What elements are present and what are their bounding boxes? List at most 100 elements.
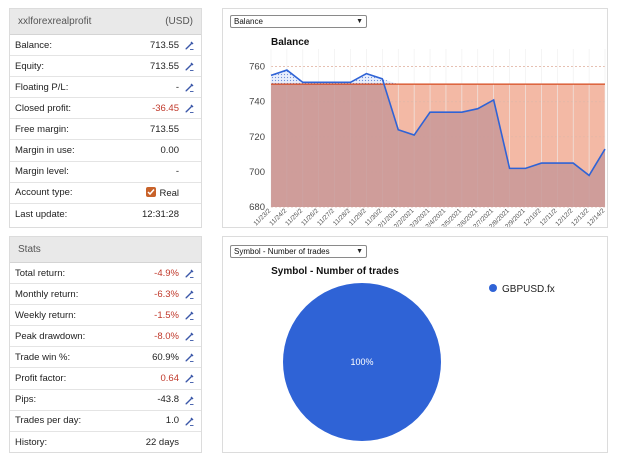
account-currency: (USD) xyxy=(165,16,193,27)
account-row-label: Balance: xyxy=(15,39,52,51)
real-account-checkbox xyxy=(146,186,157,197)
account-row-label: Equity: xyxy=(15,60,45,72)
stats-row: Profit factor: 0.64 xyxy=(10,368,201,390)
stats-row-label: Peak drawdown: xyxy=(15,330,86,342)
account-row-value: - xyxy=(175,166,179,178)
stats-row-label: Trade win %: xyxy=(15,351,71,363)
edit-pencil-icon[interactable] xyxy=(184,103,195,114)
stats-title: Stats xyxy=(18,244,41,255)
edit-pencil-icon[interactable] xyxy=(184,40,195,51)
pie-title: Symbol - Number of trades xyxy=(271,266,399,277)
stats-row: Total return: -4.9% xyxy=(10,263,201,285)
stats-row: Trades per day: 1.0 xyxy=(10,411,201,432)
stats-panel: Stats Total return: -4.9% Monthly return: -… xyxy=(9,236,202,453)
balance-chart: 680700720740760Balance11/23/211/24/211/2… xyxy=(249,37,607,227)
chevron-down-icon: ▼ xyxy=(356,18,363,25)
stats-row-value: -4.9% xyxy=(154,267,179,279)
stats-row: Pips: -43.8 xyxy=(10,390,201,411)
balance-chart-select-value: Balance xyxy=(234,17,263,26)
account-row-value: - xyxy=(175,81,179,93)
stats-row: Peak drawdown: -8.0% xyxy=(10,326,201,348)
stats-row-value: -6.3% xyxy=(154,288,179,300)
account-row-value: 713.55 xyxy=(149,123,179,135)
edit-pencil-icon[interactable] xyxy=(184,352,195,363)
y-tick-label: 720 xyxy=(249,132,265,143)
account-row-label: Free margin: xyxy=(15,123,69,135)
stats-row-label: Total return: xyxy=(15,267,66,279)
account-type-text: Real xyxy=(159,187,179,199)
stats-row-value: 1.0 xyxy=(165,415,179,427)
stats-row-label: Monthly return: xyxy=(15,288,79,300)
account-row-value: -36.45 xyxy=(152,102,179,114)
y-tick-label: 700 xyxy=(249,167,265,178)
account-row-value: 713.55 xyxy=(149,60,179,72)
stats-row-label: Trades per day: xyxy=(15,415,82,427)
account-row-label: Margin in use: xyxy=(15,145,75,157)
edit-pencil-icon[interactable] xyxy=(184,310,195,321)
edit-pencil-icon[interactable] xyxy=(184,416,195,427)
x-tick-label: 12/14/2 xyxy=(586,207,607,227)
pie-chart-select-value: Symbol - Number of trades xyxy=(234,247,330,256)
stats-row-value: -1.5% xyxy=(154,309,179,321)
stats-row: History: 22 days xyxy=(10,432,201,453)
edit-pencil-icon[interactable] xyxy=(184,289,195,300)
chevron-down-icon: ▼ xyxy=(356,248,363,255)
stats-row-label: History: xyxy=(15,436,48,448)
chart-title: Balance xyxy=(271,37,310,48)
balance-area xyxy=(271,70,605,207)
account-row: Margin level: - xyxy=(10,162,201,183)
y-tick-label: 740 xyxy=(249,97,265,108)
account-row: Margin in use: 0.00 xyxy=(10,140,201,162)
stats-row-value: 0.64 xyxy=(160,373,180,385)
account-row-label: Last update: xyxy=(15,208,68,220)
balance-chart-panel: Balance ▼ 680 700 720 740 760 Balance 11/23/2 1… xyxy=(222,8,608,228)
pie-chart-panel: Symbol - Number of trades ▼ Symbol - Num… xyxy=(222,236,608,453)
legend-marker xyxy=(489,284,497,292)
legend-label: GBPUSD.fx xyxy=(502,284,555,295)
edit-pencil-icon[interactable] xyxy=(184,61,195,72)
pie-slice xyxy=(283,283,441,441)
y-tick-label: 680 xyxy=(249,202,265,213)
pie-chart-select[interactable]: Symbol - Number of trades ▼ xyxy=(230,245,367,258)
account-rows: Balance: 713.55 Equity: 713.55 Floating P/L:… xyxy=(10,35,201,225)
stats-row-label: Profit factor: xyxy=(15,373,67,385)
account-row: Floating P/L: - xyxy=(10,77,201,99)
edit-pencil-icon[interactable] xyxy=(184,395,195,406)
edit-pencil-icon[interactable] xyxy=(184,331,195,342)
stats-header: Stats xyxy=(10,237,201,263)
account-row-value: 0.00 xyxy=(160,145,180,157)
stats-rows: Total return: -4.9% Monthly return: -6.3% We… xyxy=(10,263,201,453)
edit-pencil-icon[interactable] xyxy=(184,82,195,93)
account-row-value: Real xyxy=(146,186,179,199)
account-name: xxlforexrealprofit xyxy=(18,16,92,27)
account-row-value: 12:31:28 xyxy=(142,208,179,220)
account-panel: xxlforexrealprofit (USD) Balance: 713.55 E… xyxy=(9,8,202,228)
balance-line xyxy=(270,69,606,177)
stats-row: Weekly return: -1.5% xyxy=(10,305,201,327)
account-row: Last update: 12:31:28 xyxy=(10,204,201,225)
account-row: Account type: Real xyxy=(10,183,201,204)
account-row: Equity: 713.55 xyxy=(10,56,201,78)
stats-row-value: 60.9% xyxy=(152,351,179,363)
account-row: Balance: 713.55 xyxy=(10,35,201,57)
edit-pencil-icon[interactable] xyxy=(184,268,195,279)
stats-row-value: -8.0% xyxy=(154,330,179,342)
account-row: Closed profit: -36.45 xyxy=(10,98,201,120)
stats-row: Monthly return: -6.3% xyxy=(10,284,201,306)
account-row-label: Floating P/L: xyxy=(15,81,69,93)
stats-row-label: Pips: xyxy=(15,394,37,406)
stats-row-label: Weekly return: xyxy=(15,309,77,321)
edit-pencil-icon[interactable] xyxy=(184,373,195,384)
y-tick-label: 760 xyxy=(249,62,265,73)
stats-row-value: -43.8 xyxy=(157,394,179,406)
account-row-label: Closed profit: xyxy=(15,102,71,114)
account-header: xxlforexrealprofit (USD) xyxy=(10,9,201,35)
balance-chart-select[interactable]: Balance ▼ xyxy=(230,15,367,28)
account-row-label: Margin level: xyxy=(15,166,69,178)
stats-row-value: 22 days xyxy=(145,436,179,448)
account-row-value: 713.55 xyxy=(149,39,179,51)
account-row-label: Account type: xyxy=(15,187,73,199)
account-row: Free margin: 713.55 xyxy=(10,119,201,141)
stats-row: Trade win %: 60.9% xyxy=(10,347,201,369)
pie-chart: Symbol - Number of trades 100% GBPUSD.fx xyxy=(271,266,555,441)
